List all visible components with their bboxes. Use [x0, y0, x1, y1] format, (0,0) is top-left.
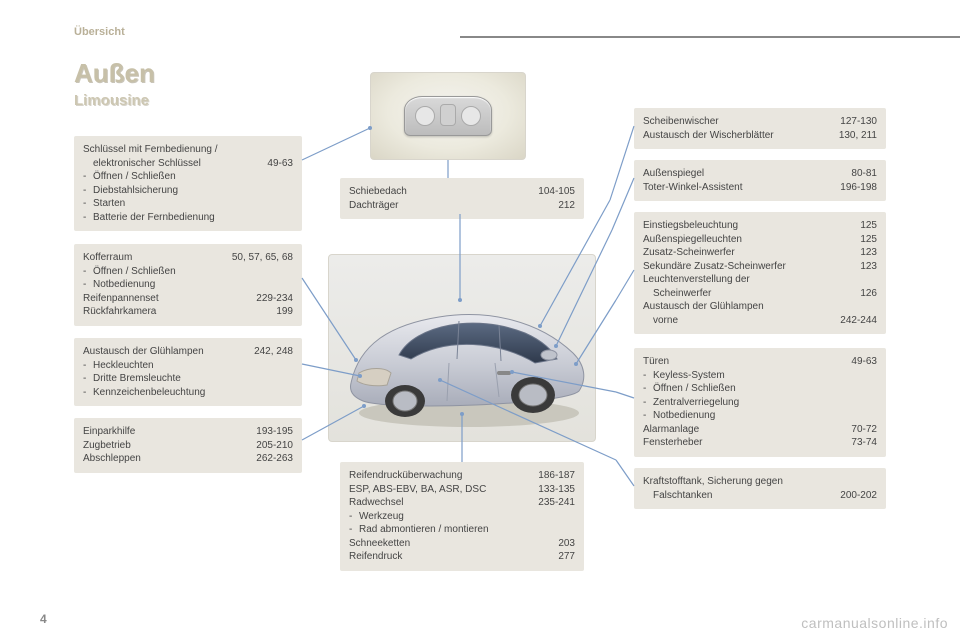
bullet: Batterie der Fernbedienung: [83, 211, 293, 225]
text: Sekundäre Zusatz-Scheinwerfer: [643, 260, 854, 274]
page-ref: 196-198: [840, 181, 877, 195]
text: Schneeketten: [349, 537, 552, 551]
text: Reifendrucküberwachung: [349, 469, 532, 483]
page-ref: 133-135: [538, 483, 575, 497]
page-title: Außen: [74, 58, 155, 89]
page-ref: 229-234: [256, 292, 293, 306]
text: Einstiegsbeleuchtung: [643, 219, 854, 233]
box-key-remote: Schlüssel mit Fernbedienung / elektronis…: [74, 136, 302, 231]
bullet: Kennzeichenbeleuchtung: [83, 386, 293, 400]
text: Kofferraum: [83, 251, 226, 265]
text: Radwechsel: [349, 496, 532, 510]
text: Rückfahrkamera: [83, 305, 270, 319]
page-ref: 200-202: [840, 489, 877, 503]
watermark: carmanualsonline.info: [801, 615, 948, 631]
box-tyres: Reifendrucküberwachung 186-187 ESP, ABS-E…: [340, 462, 584, 571]
bullet: Starten: [83, 197, 293, 211]
box-lighting: Einstiegsbeleuchtung 125 Außenspiegelleuc…: [634, 212, 886, 334]
page-ref: 193-195: [256, 425, 293, 439]
page-ref: 125: [860, 233, 877, 247]
text: ESP, ABS-EBV, BA, ASR, DSC: [349, 483, 532, 497]
text: Leuchtenverstellung der: [643, 273, 877, 287]
page-ref: 277: [558, 550, 575, 564]
text: Scheibenwischer: [643, 115, 834, 129]
box-sunroof: Schiebedach 104-105 Dachträger 212: [340, 178, 584, 219]
page-ref: 242, 248: [254, 345, 293, 359]
text: Austausch der Glühlampen: [83, 345, 248, 359]
text: Abschleppen: [83, 452, 250, 466]
page-ref: 212: [558, 199, 575, 213]
text: Falschtanken: [643, 489, 834, 503]
text: Reifendruck: [349, 550, 552, 564]
page-ref: 70-72: [851, 423, 877, 437]
bullet: Rad abmontieren / montieren: [349, 523, 575, 537]
box-boot: Kofferraum 50, 57, 65, 68 Öffnen / Schlie…: [74, 244, 302, 326]
text: Zugbetrieb: [83, 439, 250, 453]
page-ref: 80-81: [851, 167, 877, 181]
text: Schiebedach: [349, 185, 532, 199]
box-mirrors: Außenspiegel 80-81 Toter-Winkel-Assistent…: [634, 160, 886, 201]
text: Kraftstofftank, Sicherung gegen: [643, 475, 877, 489]
box-fuel: Kraftstofftank, Sicherung gegen Falschta…: [634, 468, 886, 509]
page-ref: 205-210: [256, 439, 293, 453]
text: Scheinwerfer: [643, 287, 854, 301]
page-ref: 186-187: [538, 469, 575, 483]
page-ref: 125: [860, 219, 877, 233]
page-ref: 123: [860, 260, 877, 274]
bullet: Öffnen / Schließen: [83, 170, 293, 184]
page-ref: 235-241: [538, 496, 575, 510]
text: Zusatz-Scheinwerfer: [643, 246, 854, 260]
key-fob-icon: [404, 96, 492, 136]
page-ref: 127-130: [840, 115, 877, 129]
page-ref: 50, 57, 65, 68: [232, 251, 293, 265]
bullet: Öffnen / Schließen: [643, 382, 877, 396]
bullet: Dritte Bremsleuchte: [83, 372, 293, 386]
page-ref: 199: [276, 305, 293, 319]
bullet: Notbedienung: [643, 409, 877, 423]
bullet: Zentralverriegelung: [643, 396, 877, 410]
text: Toter-Winkel-Assistent: [643, 181, 834, 195]
page-ref: 73-74: [851, 436, 877, 450]
page-ref: 126: [860, 287, 877, 301]
text: Türen: [643, 355, 845, 369]
text: Austausch der Wischerblätter: [643, 129, 833, 143]
text: Einparkhilfe: [83, 425, 250, 439]
page-ref: 262-263: [256, 452, 293, 466]
box-parking: Einparkhilfe 193-195 Zugbetrieb 205-210 Ab…: [74, 418, 302, 473]
page-number: 4: [40, 612, 47, 626]
bullet: Öffnen / Schließen: [83, 265, 293, 279]
page-ref: 123: [860, 246, 877, 260]
page-ref: 242-244: [840, 314, 877, 328]
page-ref: 203: [558, 537, 575, 551]
page-ref: 49-63: [267, 157, 293, 171]
text: vorne: [643, 314, 834, 328]
box-bulbs-rear: Austausch der Glühlampen 242, 248 Heckleu…: [74, 338, 302, 406]
text: Alarmanlage: [643, 423, 845, 437]
text: Außenspiegel: [643, 167, 845, 181]
bullet: Diebstahlsicherung: [83, 184, 293, 198]
bullet: Heckleuchten: [83, 359, 293, 373]
text: Reifenpannenset: [83, 292, 250, 306]
car-illustration: [328, 254, 596, 442]
page-subtitle: Limousine: [74, 92, 149, 109]
text: Dachträger: [349, 199, 552, 213]
text: Schlüssel mit Fernbedienung /: [83, 143, 293, 157]
text: Austausch der Glühlampen: [643, 300, 877, 314]
box-doors: Türen 49-63 Keyless-System Öffnen / Schli…: [634, 348, 886, 457]
bullet: Keyless-System: [643, 369, 877, 383]
page-ref: 130, 211: [839, 129, 877, 143]
page-ref: 104-105: [538, 185, 575, 199]
bullet: Notbedienung: [83, 278, 293, 292]
text: Fensterheber: [643, 436, 845, 450]
text: Außenspiegelleuchten: [643, 233, 854, 247]
text: elektronischer Schlüssel: [83, 157, 261, 171]
header-divider: [0, 36, 960, 38]
page-ref: 49-63: [851, 355, 877, 369]
bullet: Werkzeug: [349, 510, 575, 524]
key-illustration: [370, 72, 526, 160]
section-label: Übersicht: [74, 26, 125, 38]
box-wipers: Scheibenwischer 127-130 Austausch der Wis…: [634, 108, 886, 149]
